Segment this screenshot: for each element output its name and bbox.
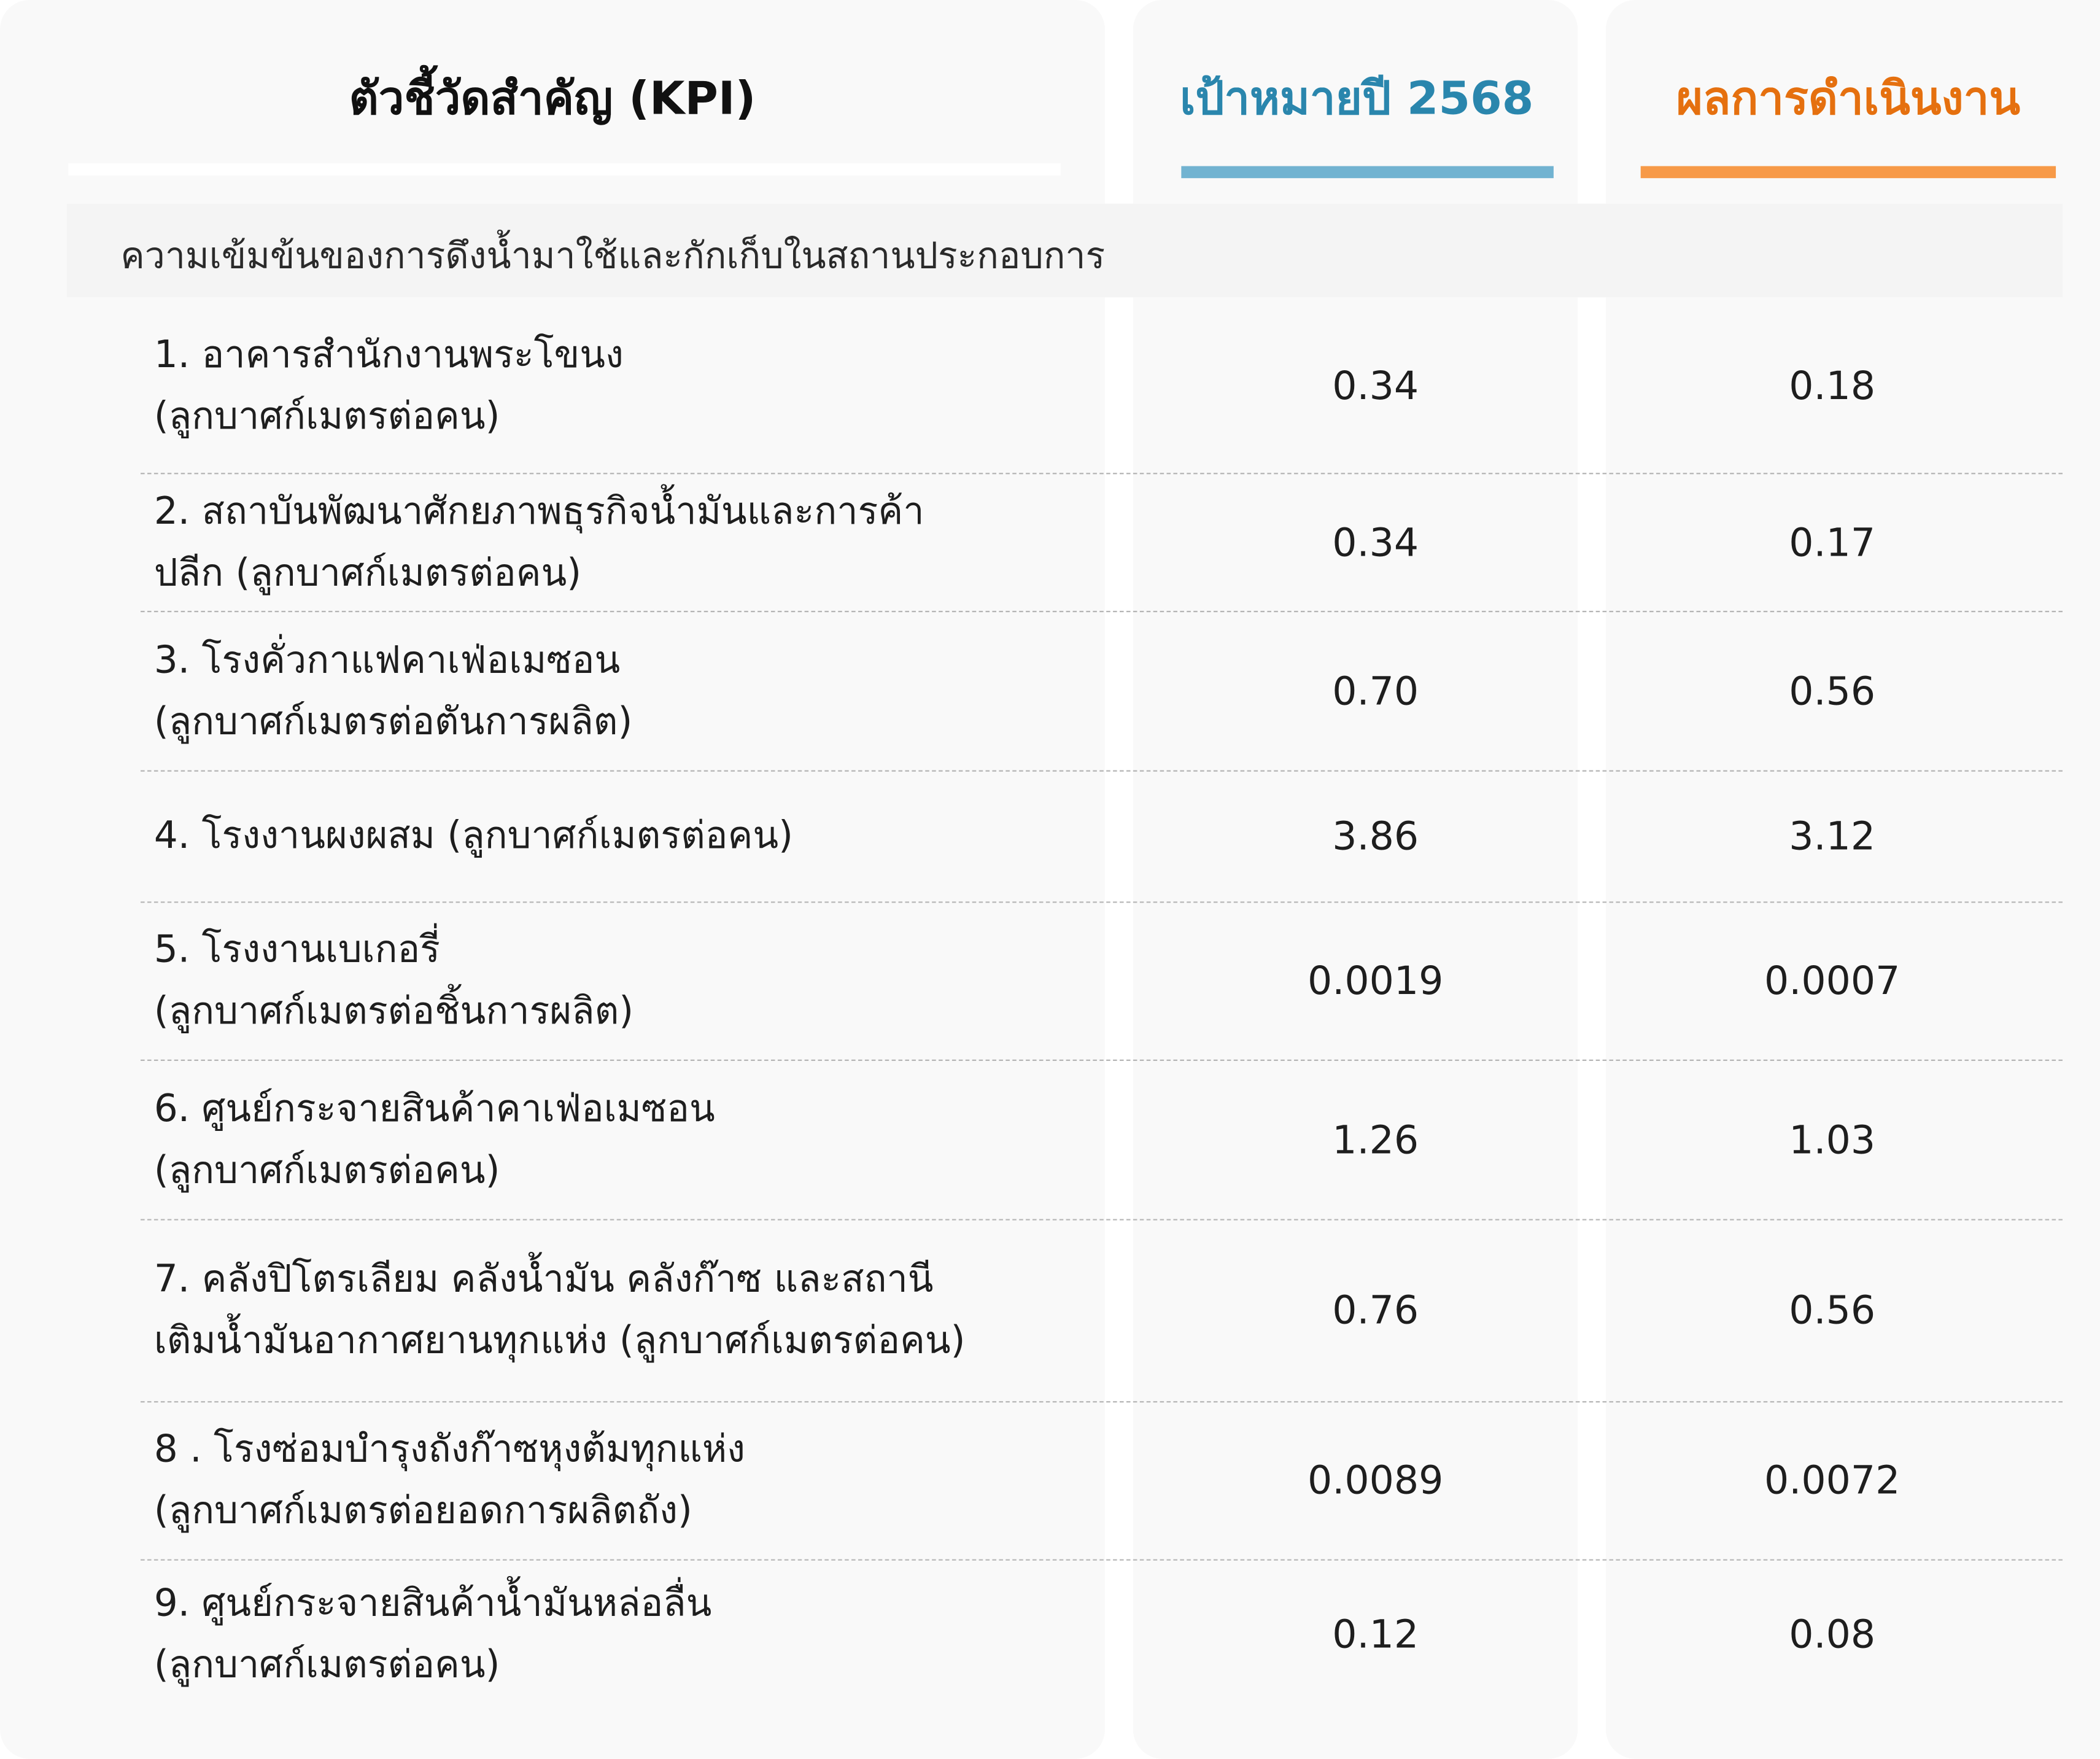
kpi-label-line1: 5. โรงงานเบเกอรี่ (153, 926, 440, 971)
table-row: 3. โรงคั่วกาแฟคาเฟ่อเมซอน (ลูกบาศก์เมตรต่… (141, 611, 2063, 772)
result-value: 3.12 (1789, 813, 1876, 859)
kpi-label-line2: (ลูกบาศก์เมตรต่อยอดการผลิตถัง) (153, 1488, 692, 1532)
target-value: 0.70 (1332, 667, 1419, 713)
target-column-header: เป้าหมายปี 2568 (1179, 72, 1534, 126)
kpi-label: 4. โรงงานผงผสม (ลูกบาศก์เมตรต่อคน) (154, 805, 1091, 866)
result-value: 0.18 (1789, 362, 1876, 408)
kpi-label-line2: (ลูกบาศก์เมตรต่อคน) (153, 1641, 500, 1686)
result-value: 1.03 (1789, 1116, 1876, 1162)
kpi-label: 6. ศูนย์กระจายสินค้าคาเฟ่อเมซอน (ลูกบาศก์… (154, 1078, 1091, 1201)
kpi-label: 3. โรงคั่วกาแฟคาเฟ่อเมซอน (ลูกบาศก์เมตรต่… (154, 629, 1091, 752)
table-row: 4. โรงงานผงผสม (ลูกบาศก์เมตรต่อคน) 3.86 3.… (141, 771, 2063, 903)
result-value: 0.56 (1789, 1287, 1876, 1333)
table-row: 8 . โรงซ่อมบำรุงถังก๊าซหุงต้มทุกแห่ง (ลูก… (141, 1401, 2063, 1561)
kpi-label-line1: 8 . โรงซ่อมบำรุงถังก๊าซหุงต้มทุกแห่ง (153, 1426, 746, 1471)
result-value: 0.08 (1789, 1610, 1876, 1656)
result-header-underline (1640, 166, 2056, 179)
target-value: 0.34 (1332, 519, 1419, 565)
kpi-label-line2: (ลูกบาศก์เมตรต่อชิ้นการผลิต) (153, 988, 634, 1033)
kpi-label-line1: 3. โรงคั่วกาแฟคาเฟ่อเมซอน (153, 637, 621, 681)
target-value: 3.86 (1332, 813, 1419, 859)
table-row: 9. ศูนย์กระจายสินค้าน้ำมันหล่อลื่น (ลูกบา… (141, 1559, 2063, 1708)
table-row: 6. ศูนย์กระจายสินค้าคาเฟ่อเมซอน (ลูกบาศก์… (141, 1060, 2063, 1221)
kpi-column-header: ตัวชี้วัดสำคัญ (KPI) (349, 72, 756, 126)
result-column-header: ผลการดำเนินงาน (1676, 72, 2021, 126)
kpi-label-line2: (ลูกบาศก์เมตรต่อคน) (153, 1147, 500, 1192)
result-value: 0.0072 (1764, 1457, 1900, 1503)
kpi-label-line1: 2. สถาบันพัฒนาศักยภาพธุรกิจน้ำมันและการค… (153, 488, 924, 533)
result-value: 0.56 (1789, 667, 1876, 713)
kpi-label: 8 . โรงซ่อมบำรุงถังก๊าซหุงต้มทุกแห่ง (ลูก… (154, 1419, 1091, 1542)
kpi-label-line2: (ลูกบาศก์เมตรต่อคน) (153, 393, 500, 438)
kpi-label: 7. คลังปิโตรเลียม คลังน้ำมัน คลังก๊าซ แล… (154, 1248, 1091, 1372)
kpi-label-line1: 6. ศูนย์กระจายสินค้าคาเฟ่อเมซอน (153, 1085, 715, 1130)
target-value: 0.34 (1332, 362, 1419, 408)
table-row: 2. สถาบันพัฒนาศักยภาพธุรกิจน้ำมันและการค… (141, 473, 2063, 613)
result-value: 0.0007 (1764, 957, 1900, 1004)
target-header-underline (1181, 166, 1554, 179)
kpi-header-underline (68, 163, 1061, 176)
result-value: 0.17 (1789, 519, 1876, 565)
table-row: 7. คลังปิโตรเลียม คลังน้ำมัน คลังก๊าซ แล… (141, 1219, 2063, 1403)
kpi-label-line2: เติมน้ำมันอากาศยานทุกแห่ง (ลูกบาศก์เมตรต… (153, 1318, 966, 1362)
target-value: 0.76 (1332, 1287, 1419, 1333)
kpi-label-line2: (ลูกบาศก์เมตรต่อตันการผลิต) (153, 698, 633, 743)
section-title: ความเข้มข้นของการดึงน้ำมาใช้และกักเก็บใน… (120, 235, 1106, 278)
kpi-label-line1: 7. คลังปิโตรเลียม คลังน้ำมัน คลังก๊าซ แล… (153, 1256, 934, 1301)
kpi-label: 2. สถาบันพัฒนาศักยภาพธุรกิจน้ำมันและการค… (154, 480, 1091, 604)
kpi-label-line1: 4. โรงงานผงผสม (ลูกบาศก์เมตรต่อคน) (153, 813, 793, 858)
target-value: 1.26 (1332, 1116, 1419, 1162)
kpi-label-line2: ปลีก (ลูกบาศก์เมตรต่อคน) (153, 549, 582, 594)
target-value: 0.12 (1332, 1610, 1419, 1656)
target-value: 0.0019 (1307, 957, 1444, 1004)
table-row: 5. โรงงานเบเกอรี่ (ลูกบาศก์เมตรต่อชิ้นการ… (141, 901, 2063, 1061)
target-value: 0.0089 (1307, 1457, 1444, 1503)
kpi-label: 5. โรงงานเบเกอรี่ (ลูกบาศก์เมตรต่อชิ้นการ… (154, 919, 1091, 1043)
kpi-label-line1: 1. อาคารสำนักงานพระโขนง (153, 331, 624, 376)
table-row: 1. อาคารสำนักงานพระโขนง (ลูกบาศก์เมตรต่อค… (141, 297, 2063, 475)
kpi-label-line1: 9. ศูนย์กระจายสินค้าน้ำมันหล่อลื่น (153, 1580, 712, 1625)
section-header: ความเข้มข้นของการดึงน้ำมาใช้และกักเก็บใน… (67, 203, 2063, 298)
kpi-label: 1. อาคารสำนักงานพระโขนง (ลูกบาศก์เมตรต่อค… (154, 324, 1091, 447)
kpi-label: 9. ศูนย์กระจายสินค้าน้ำมันหล่อลื่น (ลูกบา… (154, 1572, 1091, 1695)
